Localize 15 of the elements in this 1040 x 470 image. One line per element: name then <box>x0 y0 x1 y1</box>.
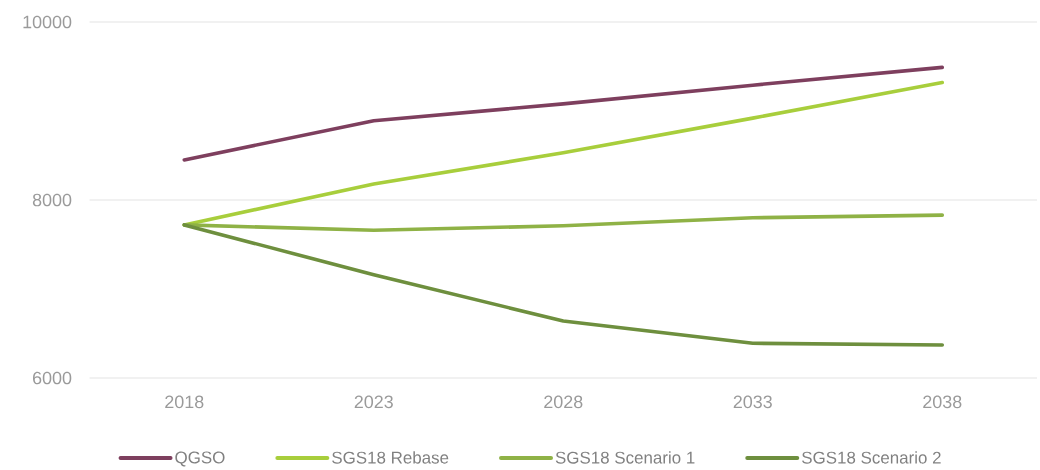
legend-label: QGSO <box>175 451 225 467</box>
y-tick-label: 10000 <box>23 15 72 29</box>
legend-label: SGS18 Rebase <box>332 451 449 464</box>
legend-label: SGS18 Scenario 1 <box>555 451 695 464</box>
x-tick-label: 2033 <box>733 395 772 409</box>
x-tick-label: 2038 <box>923 395 962 409</box>
y-tick-label: 8000 <box>32 193 72 207</box>
line-series <box>182 223 945 347</box>
line-series <box>182 65 945 162</box>
legend-label: SGS18 Scenario 2 <box>802 451 941 464</box>
x-tick-label: 2018 <box>165 395 204 409</box>
y-tick-label: 6000 <box>33 371 72 385</box>
x-tick-label: 2023 <box>354 395 393 409</box>
line-series <box>182 80 945 227</box>
x-tick-label: 2028 <box>544 395 583 409</box>
